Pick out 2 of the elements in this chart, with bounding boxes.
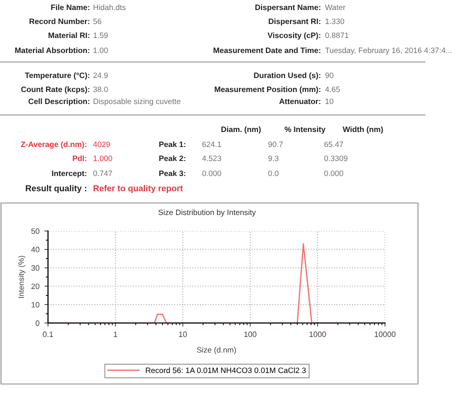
text: Result quality : xyxy=(26,184,86,194)
text: Refer to quality report xyxy=(94,184,183,194)
